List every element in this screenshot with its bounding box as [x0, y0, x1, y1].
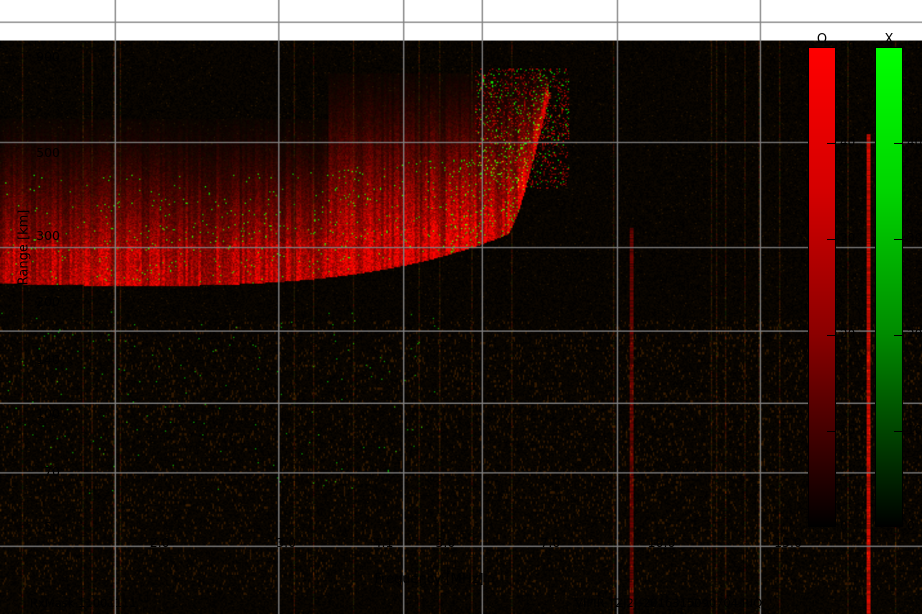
colorbar-o-label: O — [816, 32, 828, 47]
x-tick-label: 2.0 — [149, 535, 170, 550]
x-tick-label: 15.0 — [774, 535, 802, 550]
x-tick-label: 3.0 — [276, 535, 297, 550]
colorbar-tick-mark — [827, 431, 835, 432]
y-tick-label: 50 — [44, 519, 60, 534]
colorbar-tick-label: 10 — [840, 423, 856, 437]
y-tick-label: 500 — [36, 144, 60, 160]
colorbar-tick-label: 40 — [840, 135, 856, 149]
x-axis-label: Frequency [MHz] — [374, 572, 484, 587]
y-tick-label: 300 — [36, 227, 60, 243]
y-tick-label: 900 — [36, 49, 60, 65]
y-tick-label: 140 — [36, 351, 60, 367]
colorbar-tick-mark — [894, 143, 902, 144]
colorbar-tick-label: 50 — [840, 39, 856, 53]
colorbar-tick-label: 40 — [907, 135, 922, 149]
colorbar-tick-label: 20 — [907, 327, 922, 341]
colorbar-tick-label: 50 — [907, 39, 922, 53]
colorbar-tick-label: 30 — [840, 231, 856, 245]
colorbar-tick-mark — [827, 239, 835, 240]
colorbar-tick-mark — [894, 431, 902, 432]
colorbar-tick-mark — [827, 335, 835, 336]
colorbar-x-label: X — [884, 32, 894, 47]
colorbar-tick-label: 0 — [840, 519, 848, 533]
colorbar-tick-label: 20 — [840, 327, 856, 341]
y-tick-label: 200 — [36, 293, 60, 309]
colorbar-tick-mark — [894, 239, 902, 240]
x-tick-label: 4.1 — [373, 535, 394, 550]
colorbar-tick-label: 0 — [907, 519, 915, 533]
footer-source: VIPIR TZJ2J_2016315090704.RIQ — [575, 596, 763, 610]
y-axis-label: Range [km] — [16, 209, 32, 286]
x-tick-label: 5.0 — [435, 535, 456, 550]
colorbar-x-mode — [875, 47, 903, 527]
colorbar-tick-label: 30 — [907, 231, 922, 245]
x-tick-label: 7.0 — [540, 535, 561, 550]
colorbar-tick-label: 10 — [907, 423, 922, 437]
colorbar-tick-mark — [894, 335, 902, 336]
y-tick-label: 100 — [36, 406, 60, 422]
x-tick-label: 10.0 — [647, 535, 676, 550]
footer-rxmask: RxMask 11001111 — [30, 596, 137, 610]
colorbar-tick-mark — [827, 143, 835, 144]
colorbar-o-mode — [808, 47, 836, 527]
y-tick-label: 70 — [44, 464, 60, 480]
